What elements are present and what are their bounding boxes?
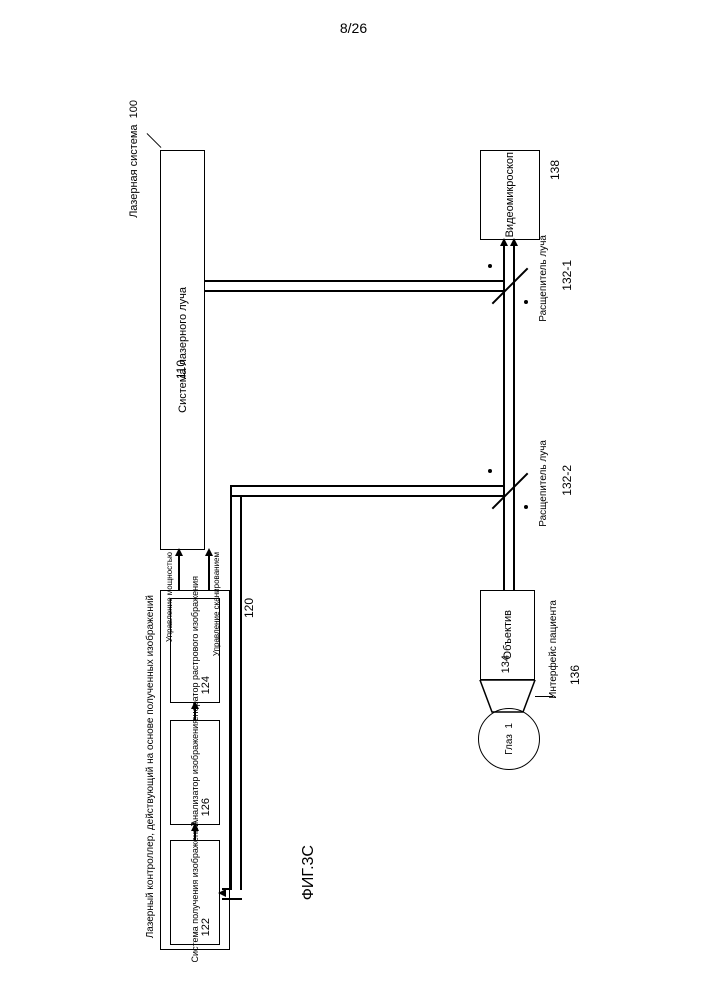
patient-interface-label: Интерфейс пациента (548, 600, 559, 699)
splitter-1-ref: 132-1 (560, 260, 574, 294)
scan-control-label: Управление сканированием (212, 552, 221, 656)
videomicroscope-label: Видеомикроскоп (504, 152, 516, 237)
analyzer-box: Анализатор изображения (170, 720, 220, 825)
videomicroscope-box: Видеомикроскоп (480, 150, 540, 240)
power-control-label: Управление мощностью (165, 552, 174, 642)
beam-h-ctrl-b (230, 495, 505, 497)
arrow-acq-to-analyzer-head (191, 823, 199, 831)
beam-arrow-into-acq (218, 889, 226, 897)
laser-beam-system-label: Система лазерного луча (177, 287, 189, 413)
eye-icon: Глаз 1 (478, 708, 540, 770)
beam-arrow-into-video-b (510, 238, 518, 246)
beam-h-laser-a (205, 280, 505, 282)
system-title-label: Лазерная система 100 (128, 100, 140, 218)
beam-h-into-acq-b (222, 898, 242, 900)
beam-arrow-into-video-a (500, 238, 508, 246)
splitter-2-ref: 132-2 (560, 465, 574, 499)
objective-label: Объектив (502, 610, 514, 659)
page-number: 8/26 (340, 20, 367, 36)
eye-label: Глаз 1 (504, 723, 515, 755)
beam-splitter-2 (492, 473, 529, 510)
analyzer-label: Анализатор изображения (190, 719, 200, 826)
analyzer-ref: 126 (200, 798, 212, 819)
patient-interface-ref: 136 (568, 665, 582, 688)
acquisition-label: Система получения изображений (190, 822, 200, 963)
beam-v-ctrl-b (240, 495, 242, 890)
splitter-2-dot-bottom (524, 505, 528, 509)
figure-label: ФИГ.3C (300, 845, 318, 905)
acquisition-ref: 122 (200, 918, 212, 939)
system-title-text: Лазерная система (128, 124, 140, 217)
laser-beam-system-box: Система лазерного луча (160, 150, 205, 550)
pi-leader (535, 696, 553, 697)
diagram-container: Лазерная система 100 Система лазерного л… (100, 100, 600, 800)
system-title-ref: 100 (128, 100, 140, 118)
videomicroscope-ref: 138 (548, 160, 562, 183)
controller-label: Лазерный контроллер, действующий на осно… (145, 595, 156, 938)
laser-beam-system-ref: 110 (174, 360, 188, 382)
beam-line-a (503, 240, 505, 590)
splitter-1-label: Расщепитель луча (538, 235, 549, 322)
splitter-2-label: Расщепитель луча (538, 440, 549, 527)
power-control-line (178, 552, 180, 590)
beam-line-b (513, 240, 515, 590)
beam-splitter-1 (492, 268, 529, 305)
raster-generator-ref: 124 (200, 676, 212, 697)
beam-h-ctrl-a (230, 485, 505, 487)
splitter-1-dot-top (488, 264, 492, 268)
splitter-1-dot-bottom (524, 300, 528, 304)
objective-ref: 134 (500, 655, 512, 676)
arrow-analyzer-to-raster-head (191, 701, 199, 709)
splitter-2-dot-top (488, 469, 492, 473)
beam-h-laser-b (205, 290, 505, 292)
acquisition-box: Система получения изображений (170, 840, 220, 945)
beam-v-ctrl-a (230, 485, 232, 890)
controller-ref: 120 (242, 598, 256, 621)
scan-control-line (208, 552, 210, 590)
title-leader (147, 133, 162, 148)
power-control-arrow (175, 548, 183, 556)
